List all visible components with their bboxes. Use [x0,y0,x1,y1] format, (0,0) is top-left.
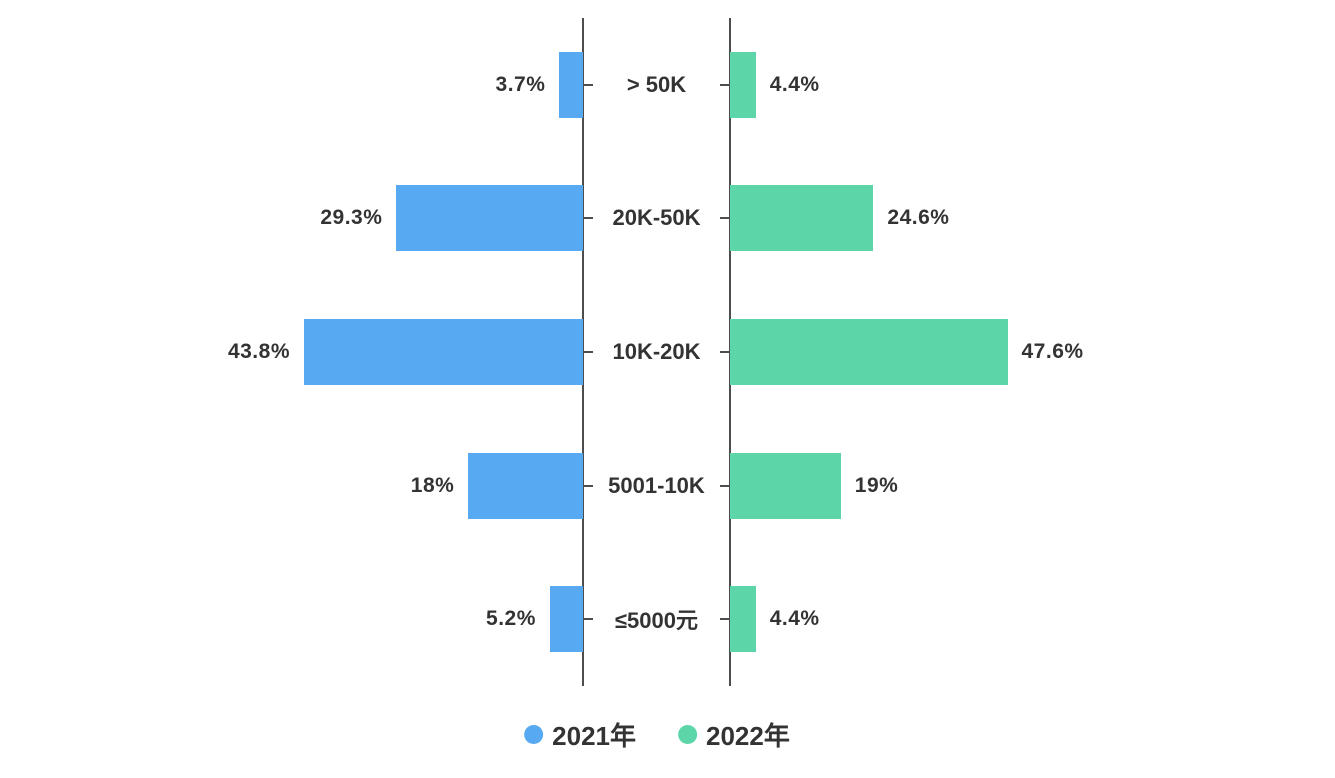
left-axis-tick [583,350,593,353]
legend-item-2022[interactable]: 2022年 [678,716,790,753]
legend-dot [524,725,544,744]
value-label-2021: 43.8% [227,339,290,363]
bar-2021[interactable] [304,318,583,385]
right-axis-tick [720,484,730,487]
right-bar-cell: 47.6% [730,318,1335,385]
right-axis-tick [720,618,730,621]
category-cell: 10K-20K [583,339,730,365]
value-label-2022: 24.6% [887,206,950,230]
bar-2022[interactable] [730,586,756,653]
legend: 2021年 2022年 [524,716,790,753]
bar-2021[interactable] [549,586,583,653]
category-cell: ≤5000元 [583,603,730,635]
chart-row: 29.3% 20K-50K 24.6% [0,152,1335,286]
left-bar-cell: 5.2% [0,586,583,653]
category-label: 5001-10K [608,472,705,498]
legend-dot [678,725,697,744]
right-axis-tick [720,83,730,86]
category-label: 10K-20K [612,338,701,364]
category-cell: 5001-10K [583,473,730,499]
value-label-2021: 5.2% [486,607,536,631]
left-bar-cell: 3.7% [0,51,583,118]
bar-rows: 3.7% > 50K 4.4% 29.3% 20K-50K 24.6% [0,18,1335,686]
left-bar-cell: 43.8% [0,318,583,385]
value-label-2021: 3.7% [495,72,546,96]
left-axis-tick [583,83,593,86]
value-label-2022: 19% [854,473,899,497]
chart-row: 5.2% ≤5000元 4.4% [0,552,1335,686]
category-cell: > 50K [583,72,730,98]
chart-row: 43.8% 10K-20K 47.6% [0,285,1335,419]
right-bar-cell: 4.4% [730,51,1335,118]
category-cell: 20K-50K [583,205,730,231]
bar-2022[interactable] [730,185,874,252]
value-label-2022: 4.4% [769,72,820,96]
chart-row: 18% 5001-10K 19% [0,419,1335,553]
category-label: ≤5000元 [614,608,699,634]
left-axis-tick [583,217,593,220]
bar-2021[interactable] [468,452,583,519]
value-label-2022: 47.6% [1021,339,1084,363]
right-axis-tick [720,350,730,353]
legend-label: 2022年 [706,721,790,751]
bar-2022[interactable] [730,452,841,519]
left-bar-cell: 29.3% [0,185,583,252]
right-bar-cell: 19% [730,452,1335,519]
right-bar-cell: 24.6% [730,185,1335,252]
bar-2021[interactable] [396,185,583,252]
bar-2022[interactable] [730,318,1008,385]
right-axis-tick [720,217,730,220]
bar-2021[interactable] [559,51,583,118]
chart-row: 3.7% > 50K 4.4% [0,18,1335,152]
category-label: 20K-50K [612,205,701,231]
left-bar-cell: 18% [0,452,583,519]
legend-item-2021[interactable]: 2021年 [524,716,636,753]
left-axis-tick [583,484,593,487]
right-bar-cell: 4.4% [730,586,1335,653]
category-label: > 50K [626,71,687,97]
value-label-2021: 29.3% [320,206,383,230]
legend-label: 2021年 [552,721,636,751]
value-label-2021: 18% [410,473,455,497]
plot-area: 3.7% > 50K 4.4% 29.3% 20K-50K 24.6% [0,18,1335,686]
left-axis-tick [583,618,593,621]
bar-2022[interactable] [730,51,756,118]
value-label-2022: 4.4% [769,607,820,631]
